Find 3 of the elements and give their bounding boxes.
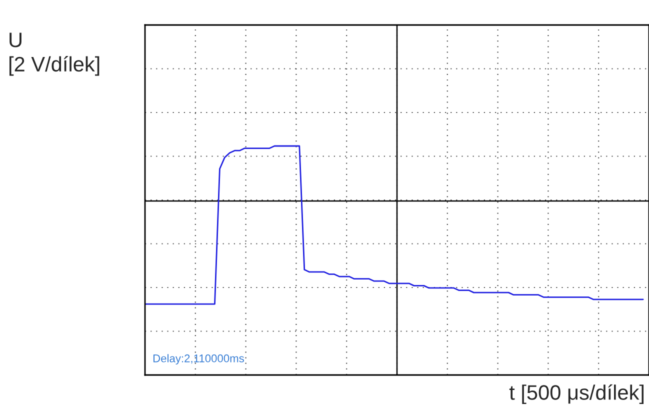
annotation: Delay:2,110000ms bbox=[153, 354, 244, 364]
x-axis-title: t [500 μs/dílek] bbox=[509, 384, 644, 404]
y-axis-title: U [2 V/dílek] bbox=[9, 32, 100, 76]
